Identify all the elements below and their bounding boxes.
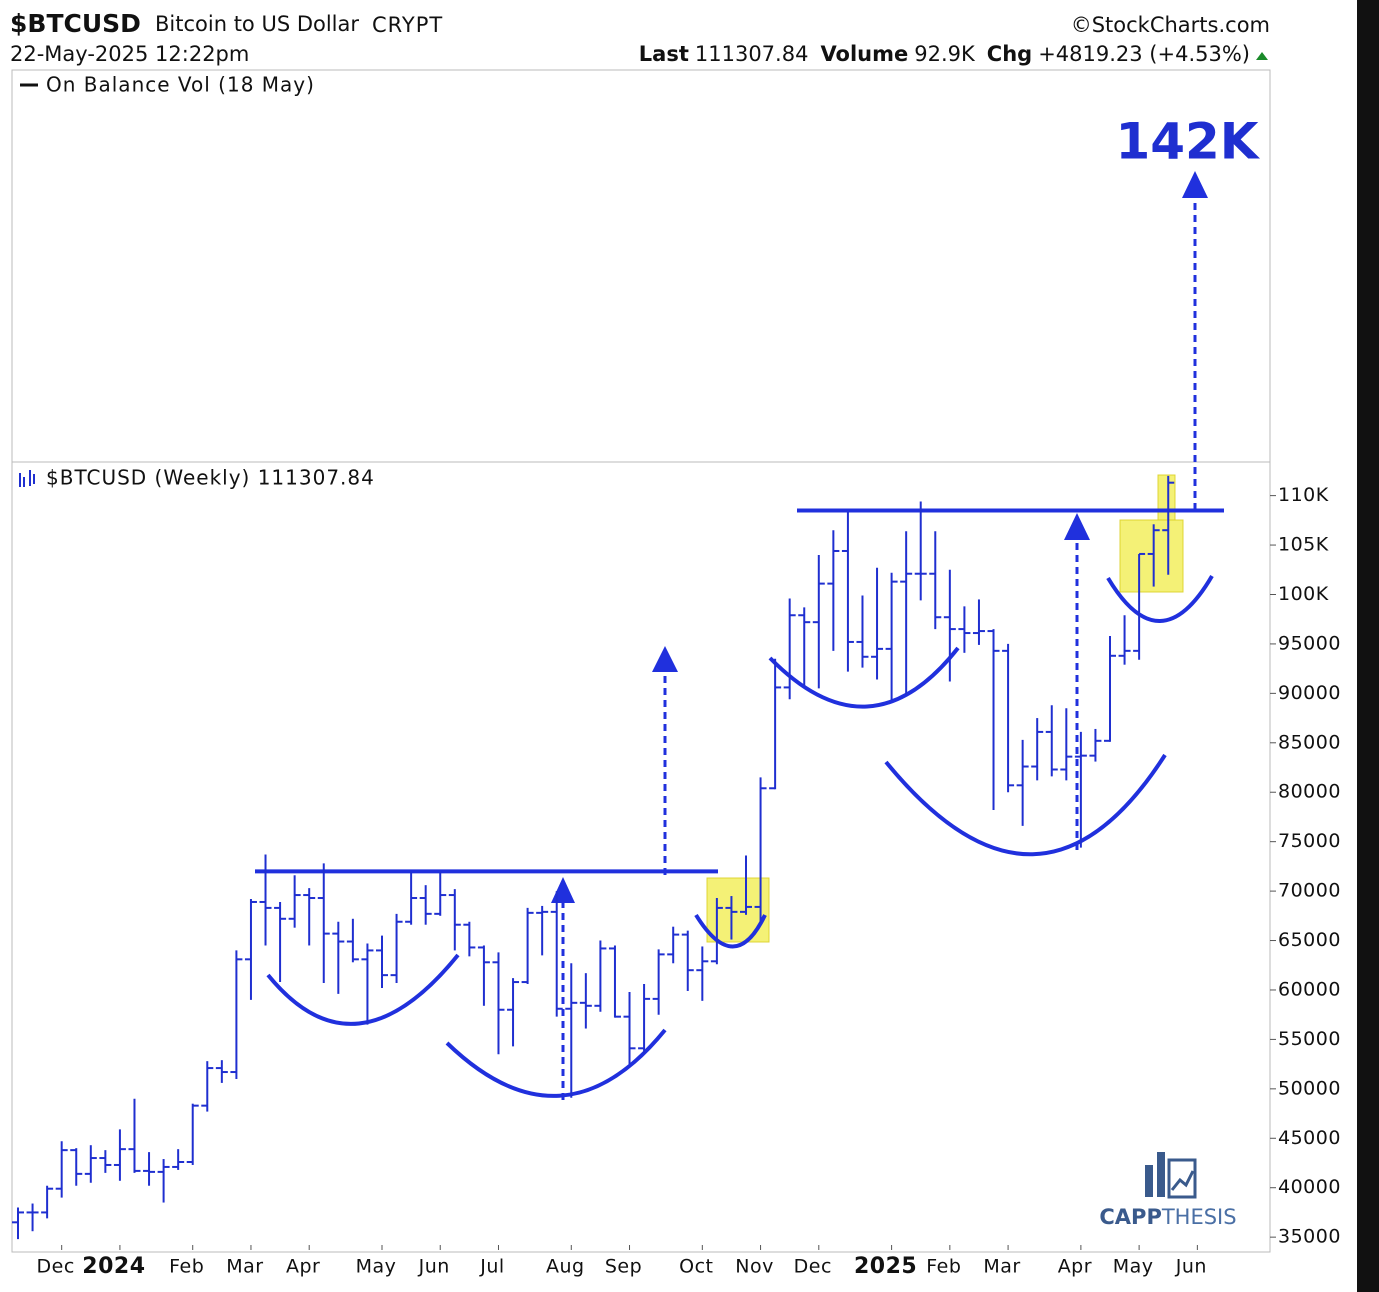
target-annotation: 142K <box>1115 113 1260 171</box>
y-tick-label: 35000 <box>1278 1226 1341 1248</box>
arc <box>768 646 960 709</box>
x-tick-label: Dec <box>794 1256 832 1278</box>
stat-label: Chg <box>987 42 1032 66</box>
logo-text: CAPPTHESIS <box>1099 1205 1236 1229</box>
arrow-head <box>1064 513 1090 540</box>
arrow-heads <box>551 171 1208 903</box>
exchange: CRYPT <box>372 13 443 37</box>
arc <box>694 913 767 949</box>
x-tick-label: 2025 <box>854 1254 917 1279</box>
arc <box>266 953 460 1026</box>
x-tick-label: Apr <box>1058 1256 1092 1278</box>
x-tick-label: Jul <box>479 1256 504 1278</box>
x-tick-label: Dec <box>37 1256 75 1278</box>
instrument-name: Bitcoin to US Dollar <box>155 12 359 36</box>
stat-label: Last <box>639 42 689 66</box>
y-tick-label: 55000 <box>1278 1028 1341 1050</box>
stats: Last 111307.84 Volume 92.9K Chg +4819.23 (+4.… <box>639 42 1250 66</box>
stat-value: +4819.23 (+4.53%) <box>1038 42 1250 66</box>
highlight-box <box>1119 519 1184 593</box>
pattern-arcs <box>266 574 1214 1098</box>
x-tick-label: May <box>356 1256 397 1278</box>
stat-label: Volume <box>820 42 908 66</box>
x-tick-label: Jun <box>1175 1256 1207 1278</box>
ticker: $BTCUSD <box>10 9 141 38</box>
y-tick-label: 80000 <box>1278 781 1341 803</box>
source: ©StockCharts.com <box>1071 13 1270 37</box>
x-tick-label: Feb <box>169 1256 204 1278</box>
y-tick-label: 105K <box>1278 534 1329 556</box>
logo: CAPPTHESIS <box>1099 1152 1237 1229</box>
x-tick-label: Mar <box>226 1256 263 1278</box>
stat-value: 92.9K <box>914 42 976 66</box>
logo-part: CAPP <box>1099 1205 1161 1229</box>
logo-frame <box>1167 1158 1197 1199</box>
y-tick-label: 90000 <box>1278 682 1341 704</box>
y-tick-label: 85000 <box>1278 731 1341 753</box>
arrow-head <box>652 646 678 672</box>
arc <box>445 1028 667 1098</box>
arc <box>884 753 1167 857</box>
x-tick-label: Sep <box>605 1256 642 1278</box>
y-tick-label: 95000 <box>1278 632 1341 654</box>
x-tick-label: Jun <box>418 1256 450 1278</box>
y-tick-label: 70000 <box>1278 880 1341 902</box>
x-tick-label: Apr <box>286 1256 320 1278</box>
y-tick-label: 75000 <box>1278 830 1341 852</box>
side-border <box>1357 0 1379 1292</box>
y-tick-label: 65000 <box>1278 929 1341 951</box>
arc <box>1106 574 1214 623</box>
indicator-label: On Balance Vol (18 May) <box>46 73 315 97</box>
x-tick-label: Mar <box>983 1256 1020 1278</box>
logo-bar <box>1145 1165 1153 1197</box>
legend-icon <box>19 470 35 487</box>
x-tick-label: Aug <box>546 1256 585 1278</box>
up-arrow <box>1256 52 1268 60</box>
logo-bar <box>1157 1152 1165 1197</box>
x-tick-label: Nov <box>735 1256 774 1278</box>
y-tick-label: 100K <box>1278 583 1329 605</box>
logo-line <box>1170 1170 1195 1191</box>
logo-part: THESIS <box>1161 1205 1237 1229</box>
y-tick-label: 60000 <box>1278 978 1341 1000</box>
y-tick-label: 110K <box>1278 484 1329 506</box>
x-tick-label: 2024 <box>82 1254 145 1279</box>
y-tick-label: 50000 <box>1278 1077 1341 1099</box>
target-arrows <box>561 198 1197 1100</box>
price-panel <box>11 461 1271 1253</box>
x-tick-label: May <box>1113 1256 1154 1278</box>
x-tick-label: Feb <box>926 1256 961 1278</box>
stat-value: 111307.84 <box>695 42 809 66</box>
x-tick-label: Oct <box>679 1256 713 1278</box>
y-tick-label: 40000 <box>1278 1176 1341 1198</box>
arrow-head <box>1182 171 1208 198</box>
date: 22-May-2025 12:22pm <box>10 42 249 66</box>
legend-entry: $BTCUSD (Weekly) 111307.84 <box>46 466 375 490</box>
y-tick-label: 45000 <box>1278 1127 1341 1149</box>
